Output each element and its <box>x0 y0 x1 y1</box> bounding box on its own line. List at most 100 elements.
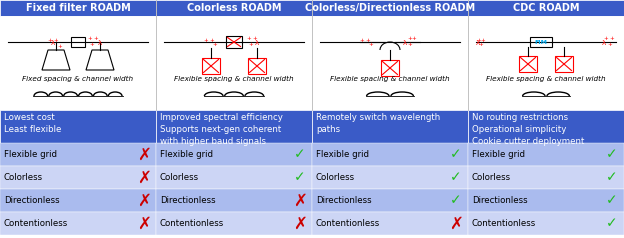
Bar <box>312 110 468 143</box>
Text: Directionless: Directionless <box>472 196 528 205</box>
Text: +: + <box>603 36 608 41</box>
Text: Flexible grid: Flexible grid <box>160 150 213 159</box>
Bar <box>202 58 220 74</box>
Text: ✓: ✓ <box>606 217 618 230</box>
Text: Directionless: Directionless <box>160 196 216 205</box>
Text: Colorless: Colorless <box>472 173 511 182</box>
Text: +: + <box>210 38 215 43</box>
Text: Lowest cost
Least flexible: Lowest cost Least flexible <box>4 113 61 134</box>
Polygon shape <box>42 50 70 70</box>
Bar <box>381 60 399 76</box>
Bar <box>468 143 624 166</box>
Text: ✓: ✓ <box>450 193 462 208</box>
Bar <box>555 56 573 72</box>
Text: Improved spectral efficiency
Supports next-gen coherent
with higher baud signals: Improved spectral efficiency Supports ne… <box>160 113 283 146</box>
Text: +: + <box>94 36 99 41</box>
Polygon shape <box>86 50 114 70</box>
Bar <box>156 143 312 166</box>
Text: Colorless: Colorless <box>160 173 199 182</box>
Bar <box>468 16 624 110</box>
Text: Directionless: Directionless <box>4 196 60 205</box>
Text: Colorless ROADM: Colorless ROADM <box>187 3 281 13</box>
Text: λ: λ <box>403 40 407 46</box>
Text: +: + <box>610 36 615 41</box>
Text: +: + <box>407 36 412 41</box>
Text: Flexible spacing & channel width: Flexible spacing & channel width <box>330 76 450 82</box>
Text: Flexible grid: Flexible grid <box>4 150 57 159</box>
Text: ✓: ✓ <box>606 170 618 184</box>
Bar <box>0 143 156 166</box>
Text: CDC ROADM: CDC ROADM <box>513 3 579 13</box>
Text: λ: λ <box>98 40 102 46</box>
Bar <box>312 212 468 235</box>
Text: Fixed spacing & channel width: Fixed spacing & channel width <box>22 76 134 82</box>
Text: Colorless: Colorless <box>316 173 355 182</box>
Text: +: + <box>57 44 62 49</box>
Text: +: + <box>248 41 253 46</box>
Text: λ: λ <box>476 40 480 46</box>
Bar <box>0 212 156 235</box>
Bar <box>0 189 156 212</box>
Text: λ: λ <box>602 40 606 46</box>
Bar <box>71 37 85 47</box>
Bar <box>468 189 624 212</box>
Bar <box>468 166 624 189</box>
Text: λ: λ <box>255 40 259 46</box>
Bar <box>0 166 156 189</box>
Bar <box>156 110 312 143</box>
Text: λ: λ <box>51 40 55 46</box>
Text: ✓: ✓ <box>606 193 618 208</box>
Text: Remotely switch wavelength
paths: Remotely switch wavelength paths <box>316 113 441 134</box>
Text: +: + <box>90 43 94 48</box>
Text: Colorless/Directionless ROADM: Colorless/Directionless ROADM <box>305 3 475 13</box>
Bar <box>156 16 312 110</box>
Text: ✓: ✓ <box>450 170 462 184</box>
Bar <box>468 0 624 16</box>
Text: Flexible grid: Flexible grid <box>316 150 369 159</box>
Text: Flexible spacing & channel width: Flexible spacing & channel width <box>174 76 294 82</box>
Text: +: + <box>479 43 484 48</box>
Text: ✗: ✗ <box>449 214 463 233</box>
Bar <box>0 110 156 143</box>
Bar <box>156 166 312 189</box>
Bar <box>519 56 537 72</box>
Bar <box>0 0 156 16</box>
Text: Flexible grid: Flexible grid <box>472 150 525 159</box>
Bar <box>312 0 468 16</box>
Bar <box>312 143 468 166</box>
Bar <box>156 0 312 16</box>
Text: No routing restrictions
Operational simplicity
Cookie cutter deployment: No routing restrictions Operational simp… <box>472 113 584 146</box>
Bar <box>0 16 156 110</box>
Text: +: + <box>369 43 373 48</box>
Text: +: + <box>359 38 364 43</box>
Text: +: + <box>87 36 92 41</box>
Bar <box>312 166 468 189</box>
Text: +: + <box>213 43 217 48</box>
Bar <box>248 58 266 74</box>
Text: Directionless: Directionless <box>316 196 372 205</box>
Bar <box>156 212 312 235</box>
Text: ✗: ✗ <box>137 169 151 187</box>
Text: ✗: ✗ <box>137 145 151 164</box>
Text: +: + <box>54 39 59 44</box>
Bar <box>226 36 242 48</box>
Bar <box>312 189 468 212</box>
Text: Contentionless: Contentionless <box>472 219 536 228</box>
Text: Colorless: Colorless <box>4 173 43 182</box>
Text: ✓: ✓ <box>294 170 306 184</box>
Text: Fixed filter ROADM: Fixed filter ROADM <box>26 3 130 13</box>
Text: +: + <box>477 38 481 43</box>
Text: +: + <box>246 36 251 41</box>
Text: ✗: ✗ <box>137 214 151 233</box>
Bar <box>156 189 312 212</box>
Text: Contentionless: Contentionless <box>160 219 224 228</box>
Text: +: + <box>47 39 52 44</box>
Text: ✓: ✓ <box>294 148 306 162</box>
Text: +: + <box>253 36 257 41</box>
Bar <box>468 212 624 235</box>
Text: +: + <box>608 41 612 46</box>
Text: Flexible spacing & channel width: Flexible spacing & channel width <box>486 76 606 82</box>
Text: ✓: ✓ <box>606 148 618 162</box>
Text: FIM: FIM <box>535 40 547 45</box>
Text: ✗: ✗ <box>293 214 307 233</box>
